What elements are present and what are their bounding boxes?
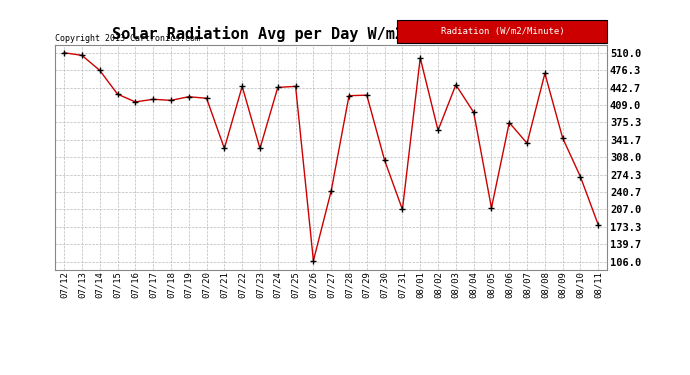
Title: Solar Radiation Avg per Day W/m2/minute 20130811: Solar Radiation Avg per Day W/m2/minute …: [112, 27, 550, 42]
Text: Copyright 2013 Cartronics.com: Copyright 2013 Cartronics.com: [55, 34, 200, 43]
FancyBboxPatch shape: [397, 20, 607, 43]
Text: Radiation (W/m2/Minute): Radiation (W/m2/Minute): [440, 27, 564, 36]
